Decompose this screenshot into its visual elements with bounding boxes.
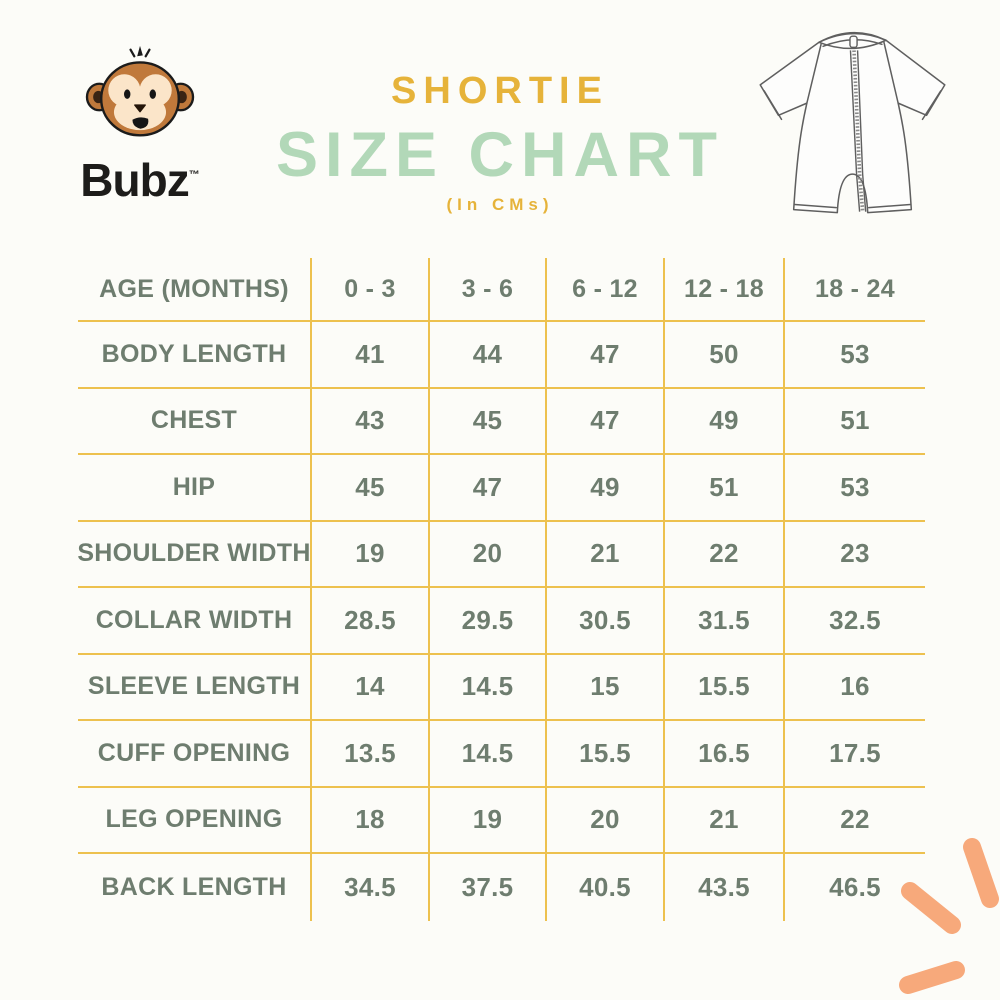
row-label-chest: CHEST: [78, 388, 312, 455]
column-header-0-3: 0 - 3: [312, 258, 430, 322]
size-value-cell: 34.5: [312, 854, 430, 921]
size-value-cell: 45: [430, 388, 547, 455]
product-name: SHORTIE: [391, 70, 609, 112]
size-value-cell: 14.5: [430, 654, 547, 721]
size-value-cell: 47: [547, 388, 665, 455]
size-value-cell: 28.5: [312, 588, 430, 655]
size-value-cell: 22: [665, 521, 785, 588]
row-label-back-length: BACK LENGTH: [78, 854, 312, 921]
size-value-cell: 13.5: [312, 721, 430, 788]
row-label-collar-width: COLLAR WIDTH: [78, 588, 312, 655]
size-value-cell: 50: [665, 322, 785, 389]
size-value-cell: 51: [785, 389, 925, 455]
brand-logo: Bubz™: [70, 44, 210, 203]
size-value-cell: 30.5: [547, 588, 665, 655]
size-value-cell: 21: [665, 787, 785, 854]
unit-note: (In CMs): [446, 195, 554, 214]
row-label-hip: HIP: [78, 455, 312, 522]
size-value-cell: 19: [312, 521, 430, 588]
size-value-cell: 45: [312, 455, 430, 522]
size-value-cell: 53: [785, 455, 925, 522]
size-value-cell: 37.5: [430, 854, 547, 921]
size-value-cell: 29.5: [430, 588, 547, 655]
size-value-cell: 21: [547, 521, 665, 588]
column-header-6-12: 6 - 12: [547, 258, 665, 322]
size-value-cell: 40.5: [547, 854, 665, 921]
size-value-cell: 32.5: [785, 588, 925, 655]
monkey-face-icon: [83, 44, 197, 155]
row-label-leg-opening: LEG OPENING: [78, 787, 312, 854]
size-value-cell: 23: [785, 522, 925, 588]
size-value-cell: 14: [312, 654, 430, 721]
row-label-shoulder-width: SHOULDER WIDTH: [77, 521, 312, 588]
column-header-age: AGE (MONTHS): [78, 258, 312, 322]
size-value-cell: 16: [785, 655, 925, 721]
brand-name: Bubz™: [80, 154, 200, 206]
size-value-cell: 17.5: [785, 721, 925, 788]
trademark-symbol: ™: [188, 169, 200, 181]
size-chart-table: AGE (MONTHS) 0 - 3 3 - 6 6 - 12 12 - 18 …: [77, 258, 925, 921]
size-value-cell: 43.5: [665, 854, 785, 921]
size-value-cell: 18: [312, 787, 430, 854]
column-header-18-24: 18 - 24: [785, 258, 925, 322]
size-value-cell: 20: [547, 787, 665, 854]
size-value-cell: 22: [785, 788, 925, 854]
size-value-cell: 47: [430, 455, 547, 522]
title-block: SHORTIE SIZE CHART (In CMs): [150, 72, 850, 213]
row-label-body-length: BODY LENGTH: [78, 322, 312, 389]
row-label-cuff-opening: CUFF OPENING: [78, 721, 312, 788]
size-value-cell: 19: [430, 787, 547, 854]
size-value-cell: 31.5: [665, 588, 785, 655]
size-value-cell: 16.5: [665, 721, 785, 788]
page-title: SIZE CHART: [276, 120, 724, 190]
column-header-12-18: 12 - 18: [665, 258, 785, 322]
size-value-cell: 43: [312, 388, 430, 455]
monkey-hair: [137, 45, 143, 57]
size-value-cell: 47: [547, 322, 665, 389]
romper-illustration-icon: [748, 22, 956, 242]
size-value-cell: 53: [785, 322, 925, 389]
size-value-cell: 46.5: [829, 871, 881, 902]
size-value-cell: 44: [430, 322, 547, 389]
size-value-cell: 15.5: [665, 654, 785, 721]
size-value-cell: 41: [312, 322, 430, 389]
zipper-detail: [849, 35, 867, 212]
size-value-cell: 49: [547, 455, 665, 522]
size-value-cell: 14.5: [430, 721, 547, 788]
sun-rays-decoration-icon: [880, 835, 1000, 1000]
size-value-cell: 20: [430, 521, 547, 588]
column-header-3-6: 3 - 6: [430, 258, 547, 322]
size-value-cell: 51: [665, 455, 785, 522]
size-value-cell: 15: [547, 654, 665, 721]
size-value-cell: 49: [665, 388, 785, 455]
row-label-sleeve-length: SLEEVE LENGTH: [78, 654, 312, 721]
size-value-cell: 15.5: [547, 721, 665, 788]
